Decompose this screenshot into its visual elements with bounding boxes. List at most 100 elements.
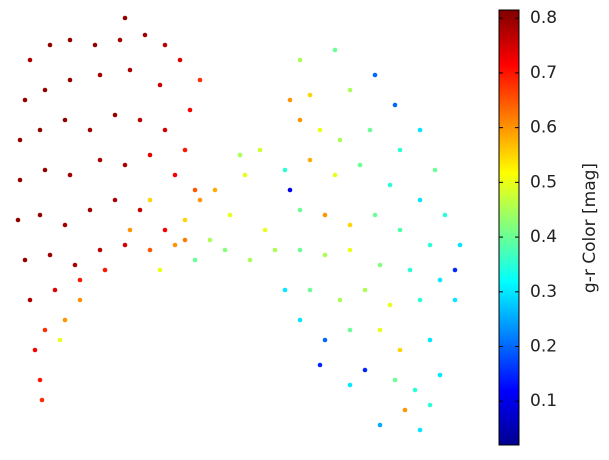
point [437, 372, 443, 378]
point [247, 257, 253, 263]
point [417, 197, 423, 203]
point [427, 402, 433, 408]
point [372, 72, 378, 78]
point [417, 297, 423, 303]
point [157, 267, 163, 273]
point [127, 67, 133, 73]
point [92, 42, 98, 48]
point [172, 172, 178, 178]
point [142, 32, 148, 38]
point [77, 297, 83, 303]
point [402, 407, 408, 413]
point [192, 187, 198, 193]
point [367, 127, 373, 133]
point [122, 15, 128, 21]
point [387, 182, 393, 188]
point [17, 137, 23, 143]
point [437, 277, 443, 283]
point [37, 212, 43, 218]
point [182, 237, 188, 243]
point [377, 422, 383, 428]
point [32, 347, 38, 353]
point [222, 247, 228, 253]
point [39, 397, 45, 403]
point [322, 337, 328, 343]
point [137, 117, 143, 123]
point [197, 77, 203, 83]
point [297, 57, 303, 63]
point [307, 287, 313, 293]
point [57, 337, 63, 343]
point [97, 157, 103, 163]
point [237, 152, 243, 158]
point [62, 117, 68, 123]
point [72, 262, 78, 268]
point [427, 337, 433, 343]
point [392, 377, 398, 383]
point [137, 207, 143, 213]
point [307, 157, 313, 163]
point [417, 127, 423, 133]
point [27, 57, 33, 63]
point [282, 287, 288, 293]
point [397, 347, 403, 353]
point [337, 297, 343, 303]
point [157, 82, 163, 88]
point [297, 117, 303, 123]
point [452, 297, 458, 303]
point [257, 147, 263, 153]
point [147, 152, 153, 158]
point [172, 242, 178, 248]
point [22, 97, 28, 103]
colorbar-tick-label: 0.1 [530, 391, 557, 411]
point [117, 37, 123, 43]
point [392, 102, 398, 108]
colorbar-tick-label: 0.4 [530, 227, 557, 247]
point [347, 327, 353, 333]
point [317, 127, 323, 133]
point [87, 127, 93, 133]
point [162, 42, 168, 48]
colorbar-label: g-r Color [mag] [580, 163, 600, 293]
point [212, 187, 218, 193]
colorbar-tick-label: 0.6 [530, 118, 557, 138]
point [322, 212, 328, 218]
point [42, 167, 48, 173]
colorbar-tick-label: 0.5 [530, 172, 557, 192]
point [177, 57, 183, 63]
point [147, 247, 153, 253]
point [372, 212, 378, 218]
point [162, 127, 168, 133]
point [112, 112, 118, 118]
point [387, 302, 393, 308]
point [87, 207, 93, 213]
point [37, 127, 43, 133]
point [317, 362, 323, 368]
point [97, 72, 103, 78]
colorbar-tick-label: 0.8 [530, 8, 557, 28]
point [182, 217, 188, 223]
point [15, 217, 21, 223]
point [362, 287, 368, 293]
point [457, 242, 463, 248]
point [337, 137, 343, 143]
point [272, 247, 278, 253]
point [397, 227, 403, 233]
point [67, 172, 73, 178]
point [377, 327, 383, 333]
point [62, 222, 68, 228]
point [347, 87, 353, 93]
point [397, 147, 403, 153]
point [47, 42, 53, 48]
point [407, 267, 413, 273]
point [67, 37, 73, 43]
point [182, 147, 188, 153]
point [42, 327, 48, 333]
point [27, 297, 33, 303]
point [362, 367, 368, 373]
point [127, 227, 133, 233]
point [192, 257, 198, 263]
point [307, 92, 313, 98]
point [427, 242, 433, 248]
